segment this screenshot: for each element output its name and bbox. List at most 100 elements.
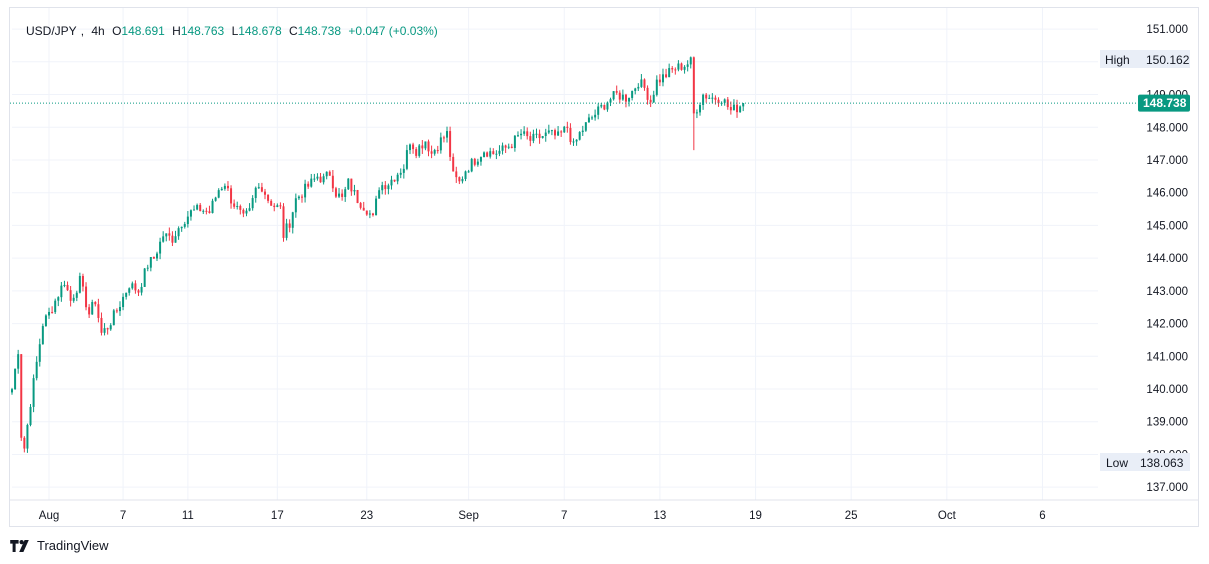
- candle-body: [322, 176, 325, 183]
- high-label: H: [172, 24, 181, 38]
- candle-body: [202, 210, 205, 212]
- candle-body: [88, 307, 91, 315]
- candle-body: [362, 207, 365, 211]
- candle-body: [637, 86, 640, 89]
- candle-body: [538, 133, 541, 139]
- time-tick-label: 13: [653, 510, 666, 522]
- candle-body: [498, 150, 501, 154]
- candle-body: [621, 94, 624, 100]
- candle-body: [57, 297, 60, 301]
- candle-body: [594, 114, 597, 118]
- candle-body: [168, 233, 171, 236]
- time-tick-label: 23: [360, 510, 373, 522]
- candle-body: [615, 91, 618, 93]
- candle-body: [301, 196, 304, 198]
- price-tick-label: 137.000: [1146, 482, 1188, 494]
- high-marker: High 150.162: [1100, 50, 1190, 68]
- candle-body: [220, 188, 223, 191]
- candle-body: [643, 79, 646, 88]
- candle-body: [254, 187, 257, 199]
- candle-body: [683, 66, 686, 70]
- low-marker-label: Low: [1106, 456, 1128, 470]
- chart-canvas[interactable]: 151.000150.000149.000148.000147.000146.0…: [10, 8, 1198, 526]
- candle-body: [226, 185, 229, 189]
- candle-body: [430, 151, 433, 154]
- candle-body: [38, 344, 41, 362]
- candle-body: [699, 104, 702, 113]
- price-tick-label: 144.000: [1146, 253, 1188, 265]
- grid-lines: [12, 8, 1098, 500]
- price-tick-label: 139.000: [1146, 417, 1188, 429]
- candle-body: [233, 203, 236, 207]
- candle-body: [51, 311, 54, 313]
- candle-body: [455, 171, 458, 178]
- price-axis: 151.000150.000149.000148.000147.000146.0…: [1146, 24, 1188, 494]
- candle-body: [208, 211, 211, 214]
- candle-body: [412, 144, 415, 150]
- candle-body: [122, 296, 125, 308]
- candle-body: [723, 99, 726, 103]
- tradingview-logo[interactable]: TradingView: [10, 538, 109, 553]
- candle-body: [32, 378, 35, 407]
- candle-body: [378, 190, 381, 199]
- candle-body: [692, 57, 695, 114]
- candle-body: [661, 74, 664, 83]
- low-marker: Low 138.063: [1100, 453, 1190, 471]
- candle-body: [341, 193, 344, 197]
- candle-body: [365, 210, 368, 215]
- price-tick-label: 140.000: [1146, 384, 1188, 396]
- candle-body: [421, 145, 424, 149]
- candle-body: [17, 354, 20, 369]
- candle-body: [479, 157, 482, 162]
- low-marker-value: 138.063: [1140, 456, 1184, 470]
- chart-frame[interactable]: 151.000150.000149.000148.000147.000146.0…: [9, 7, 1199, 527]
- candle-body: [26, 424, 29, 449]
- candle-body: [554, 130, 556, 136]
- candle-body: [78, 276, 81, 293]
- candle-body: [137, 290, 140, 293]
- candle-body: [72, 297, 75, 301]
- candle-body: [668, 68, 671, 78]
- time-tick-label: 11: [182, 510, 194, 522]
- candle-body: [325, 171, 328, 177]
- time-tick-label: Oct: [938, 510, 957, 522]
- time-tick-label: 7: [561, 510, 567, 522]
- candle-body: [396, 174, 399, 182]
- candle-body: [236, 206, 239, 208]
- price-tick-label: 148.000: [1146, 122, 1188, 134]
- candle-body: [612, 91, 615, 100]
- candle-body: [242, 209, 245, 214]
- candle-body: [732, 104, 735, 111]
- candle-body: [69, 290, 72, 301]
- candle-body: [205, 210, 208, 212]
- candle-body: [149, 257, 152, 268]
- candle-body: [106, 328, 109, 330]
- candle-body: [526, 131, 529, 137]
- candle-body: [600, 105, 603, 107]
- candle-body: [513, 135, 516, 148]
- candle-body: [97, 304, 100, 318]
- candle-body: [634, 88, 637, 91]
- time-tick-label: Sep: [458, 510, 478, 522]
- candle-body: [131, 283, 134, 289]
- candle-body: [11, 389, 13, 393]
- candle-body: [390, 179, 393, 186]
- candle-body: [245, 210, 248, 214]
- candle-body: [350, 178, 353, 192]
- candle-body: [695, 112, 698, 114]
- candle-body: [424, 141, 427, 149]
- candle-body: [628, 97, 631, 102]
- candle-body: [270, 200, 273, 206]
- candle-body: [239, 206, 242, 210]
- candle-body: [251, 198, 254, 209]
- price-tick-label: 151.000: [1146, 24, 1188, 36]
- candle-body: [66, 284, 69, 291]
- candle-body: [535, 133, 538, 135]
- candle-body: [177, 228, 180, 237]
- low-value: 148.678: [238, 24, 282, 38]
- candle-body: [467, 171, 470, 173]
- candle-body: [591, 117, 594, 119]
- candle-body: [35, 361, 38, 379]
- candle-body: [165, 233, 168, 237]
- candle-body: [263, 191, 266, 195]
